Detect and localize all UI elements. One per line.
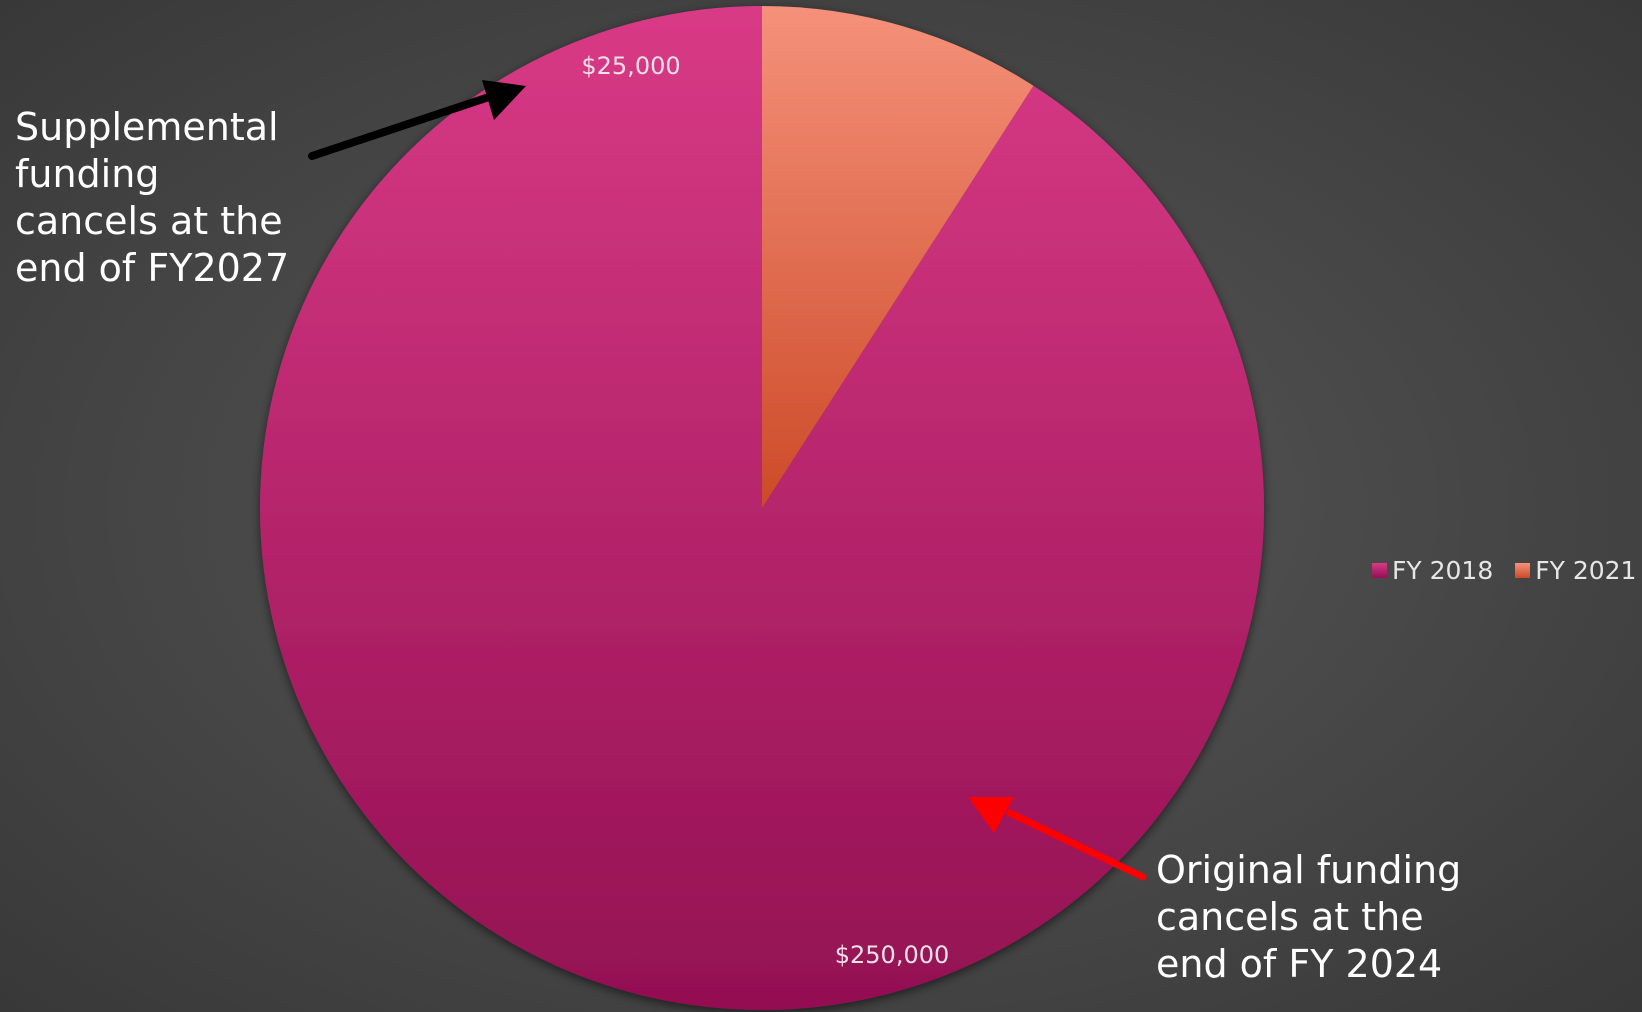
arrow-supplemental	[308, 80, 526, 160]
arrow-original	[968, 797, 1147, 881]
data-label-fy2021: $25,000	[581, 52, 680, 80]
legend-item-fy2018: FY 2018	[1372, 556, 1493, 585]
annotation-supplemental-funding: Supplemental funding cancels at the end …	[15, 105, 290, 290]
pie-slice-fy2021	[762, 6, 1034, 508]
legend-label-fy2018: FY 2018	[1392, 556, 1494, 585]
data-label-fy2018: $250,000	[835, 941, 950, 969]
legend-swatch-fy2018	[1372, 563, 1387, 578]
annotation-original-funding: Original funding cancels at the end of F…	[1156, 848, 1462, 986]
legend-item-fy2021: FY 2021	[1515, 556, 1636, 585]
legend: FY 2018 FY 2021	[1372, 556, 1636, 585]
legend-label-fy2021: FY 2021	[1535, 556, 1637, 585]
legend-swatch-fy2021	[1515, 563, 1531, 578]
